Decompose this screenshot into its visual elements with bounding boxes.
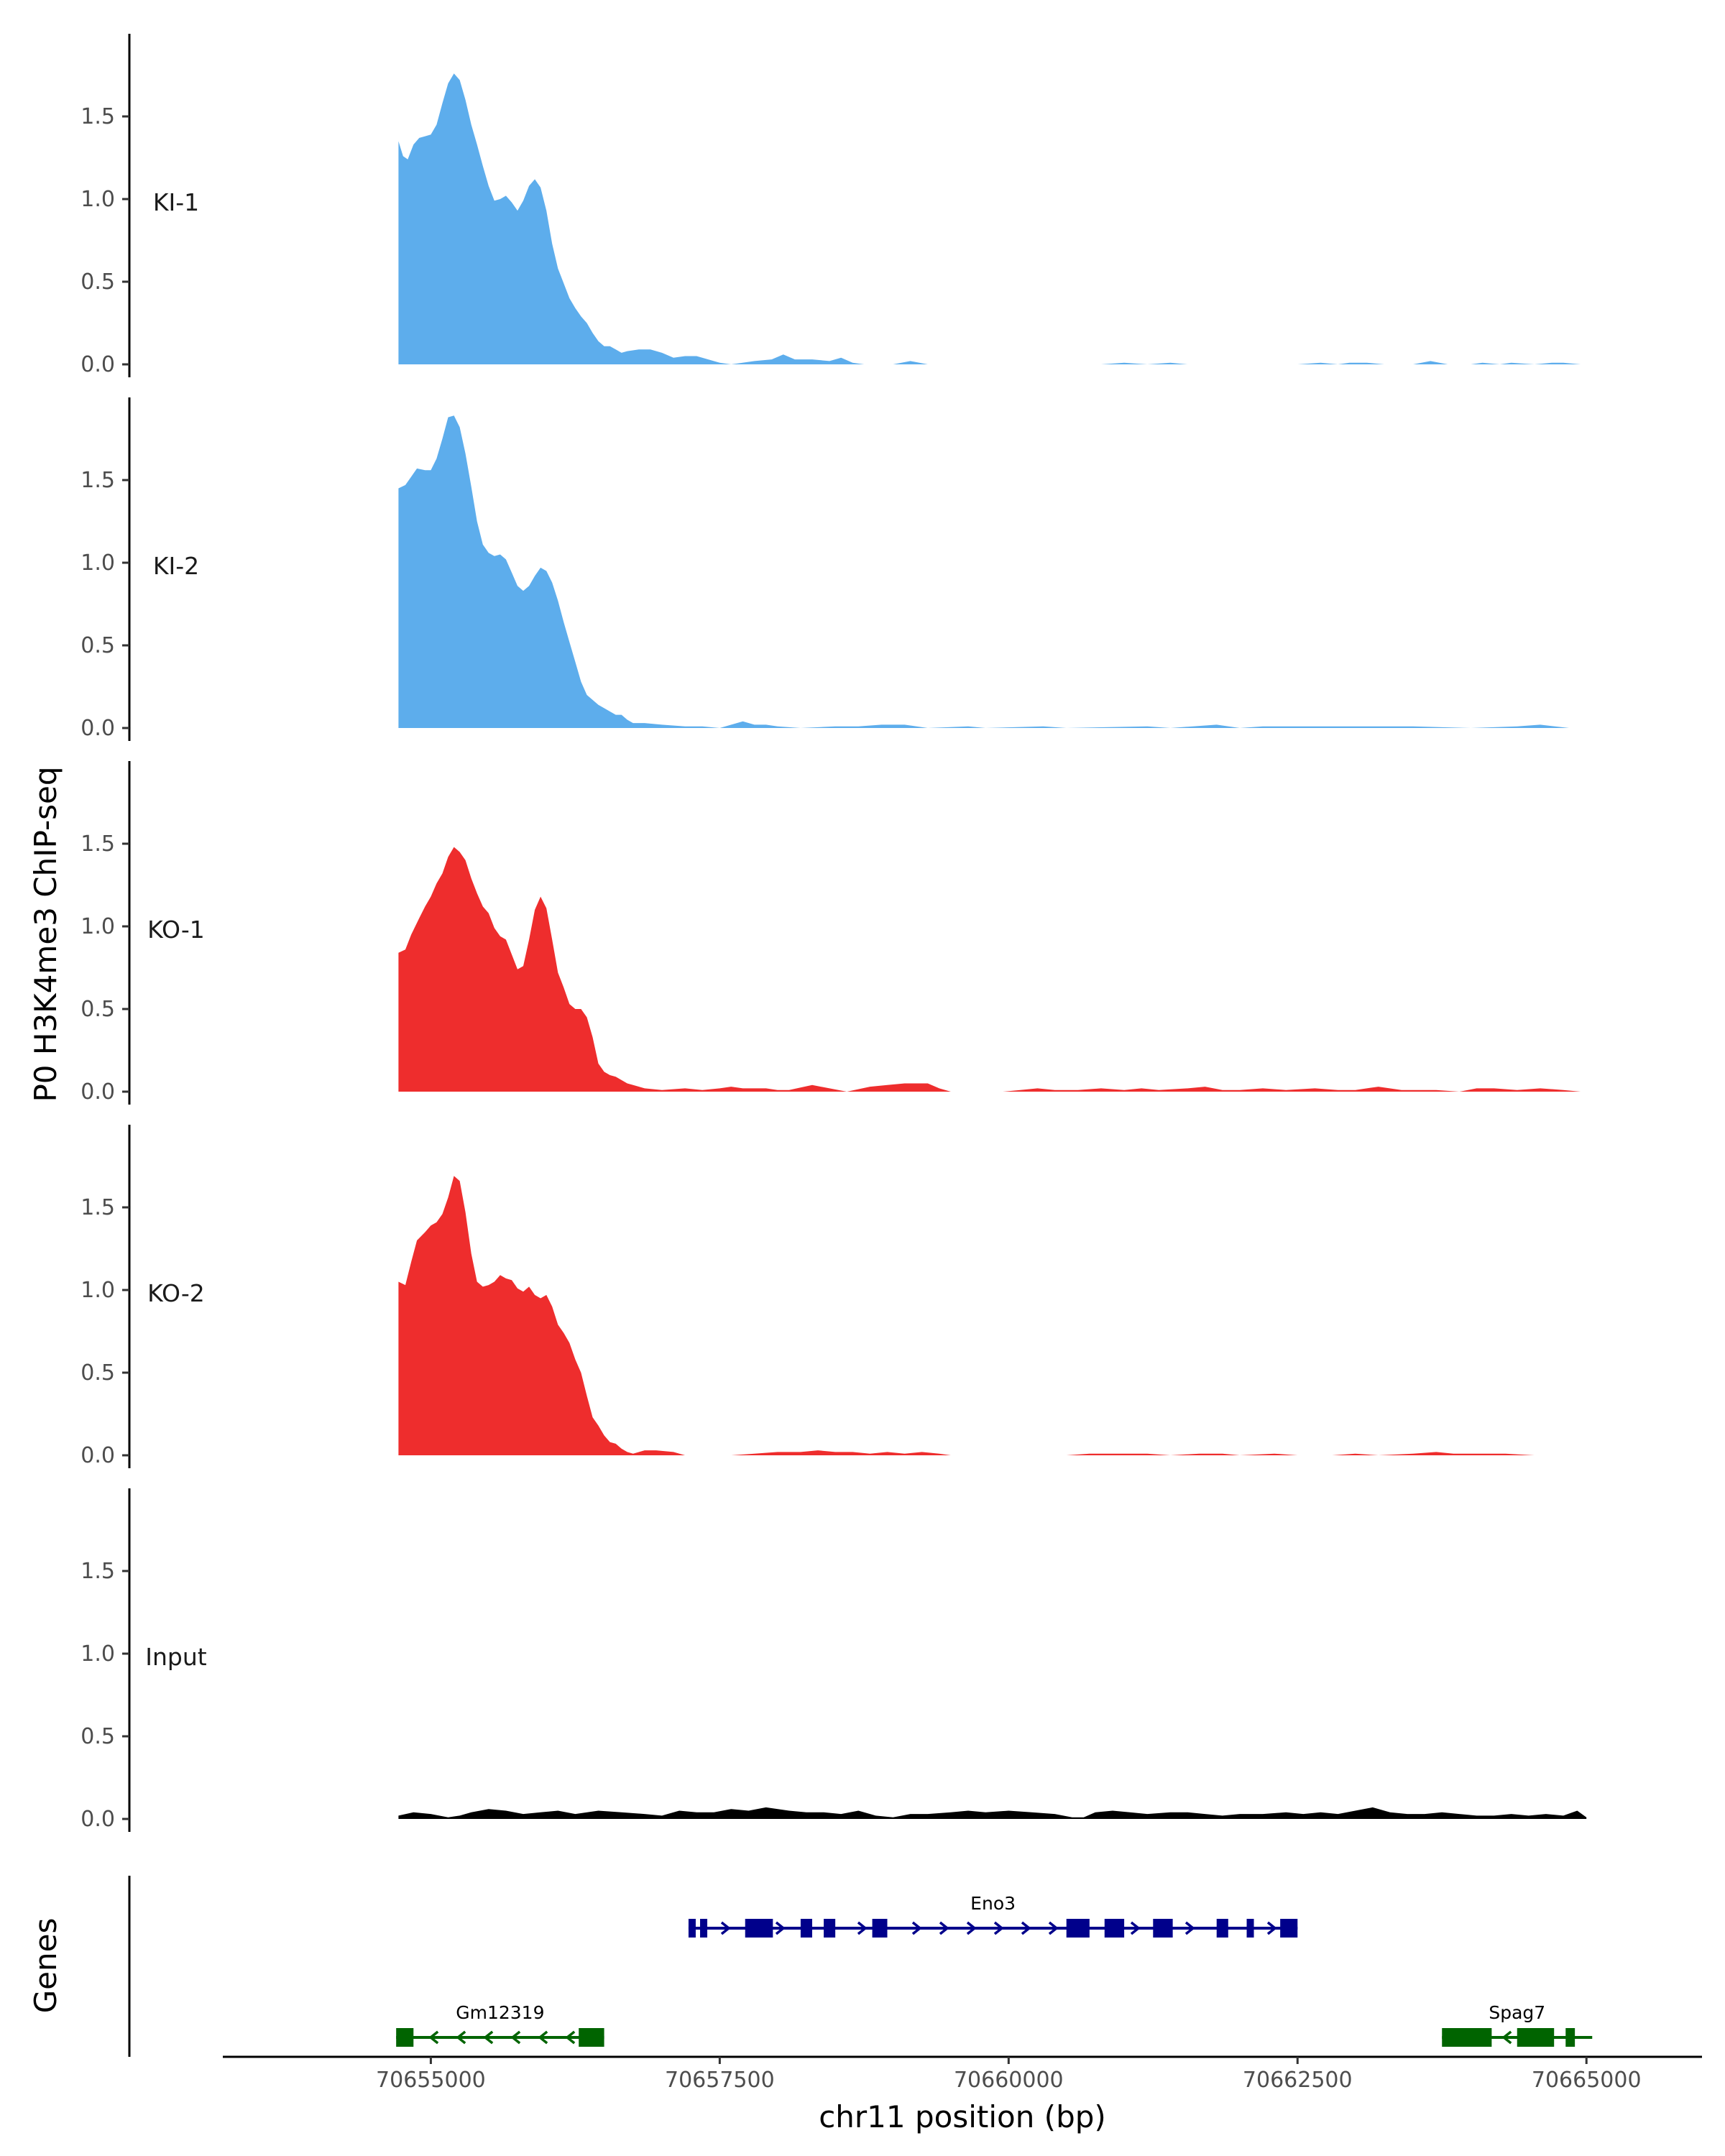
y-tick-label: 0.0 bbox=[80, 1807, 115, 1832]
x-tick-label: 70655000 bbox=[376, 2068, 486, 2093]
gene-exon bbox=[824, 1919, 836, 1938]
gene-exon bbox=[579, 2028, 604, 2047]
gene-name-label: Eno3 bbox=[970, 1893, 1016, 1914]
track-input: 0.0 0.5 1.0 1.5 Input bbox=[80, 1488, 1587, 1832]
strand-arrow bbox=[857, 1921, 868, 1935]
gene-exon bbox=[1246, 1919, 1254, 1938]
strand-arrow bbox=[510, 2030, 521, 2045]
gene-eno3: Eno3 bbox=[688, 1893, 1298, 1938]
track-label: KO-1 bbox=[147, 916, 205, 944]
strand-arrow bbox=[775, 1921, 786, 1935]
y-tick-label: 1.5 bbox=[80, 831, 115, 857]
gene-exon bbox=[1216, 1919, 1228, 1938]
track-ko-1: 0.0 0.5 1.0 1.5 KO-1 bbox=[80, 761, 1581, 1105]
strand-arrow bbox=[565, 2030, 576, 2045]
y-tick-label: 1.0 bbox=[80, 1641, 115, 1667]
y-tick-label: 1.0 bbox=[80, 1278, 115, 1303]
x-tick-label: 70660000 bbox=[954, 2068, 1064, 2093]
coverage-area bbox=[398, 1807, 1587, 1819]
strand-arrow bbox=[456, 2030, 466, 2045]
gene-exon bbox=[1517, 2028, 1555, 2047]
x-tick-label: 70665000 bbox=[1532, 2068, 1642, 2093]
y-tick-label: 0.5 bbox=[80, 1360, 115, 1386]
gene-exon bbox=[872, 1919, 888, 1938]
y-tick-label: 1.0 bbox=[80, 914, 115, 939]
y-tick-label: 1.5 bbox=[80, 1195, 115, 1220]
y-tick-label: 0.0 bbox=[80, 716, 115, 741]
y-tick-label: 1.5 bbox=[80, 104, 115, 129]
coverage-area bbox=[398, 415, 1570, 728]
track-label: KO-2 bbox=[147, 1279, 205, 1307]
x-axis-title: chr11 position (bp) bbox=[819, 2099, 1106, 2134]
coverage-area bbox=[398, 1176, 1535, 1455]
y-tick-label: 0.5 bbox=[80, 633, 115, 658]
strand-arrow bbox=[1266, 1921, 1277, 1935]
strand-arrow bbox=[966, 1921, 977, 1935]
gene-exon bbox=[1066, 1919, 1090, 1938]
strand-arrow bbox=[1021, 1921, 1031, 1935]
genes-panel-label: Genes bbox=[28, 1918, 63, 2014]
strand-arrow bbox=[993, 1921, 1004, 1935]
track-label: KI-2 bbox=[153, 552, 199, 580]
y-axis-title: P0 H3K4me3 ChIP-seq bbox=[28, 766, 63, 1102]
y-tick-label: 0.0 bbox=[80, 352, 115, 377]
strand-arrow bbox=[911, 1921, 922, 1935]
gene-exon bbox=[1565, 2028, 1576, 2047]
gene-exon bbox=[1104, 1919, 1125, 1938]
gene-exon bbox=[396, 2028, 414, 2047]
strand-arrow bbox=[428, 2030, 439, 2045]
gene-exon bbox=[745, 1919, 773, 1938]
gene-exon bbox=[688, 1919, 696, 1938]
gene-exon bbox=[1153, 1919, 1173, 1938]
strand-arrow bbox=[1501, 2030, 1512, 2045]
y-tick-label: 0.5 bbox=[80, 1724, 115, 1749]
gene-exon bbox=[1442, 2028, 1492, 2047]
track-label: Input bbox=[145, 1643, 207, 1671]
gene-exon bbox=[700, 1919, 708, 1938]
y-tick-label: 1.0 bbox=[80, 550, 115, 576]
coverage-area bbox=[398, 847, 1581, 1092]
y-tick-label: 1.5 bbox=[80, 1559, 115, 1584]
gene-spag7: Spag7 bbox=[1442, 2002, 1593, 2047]
gene-exon bbox=[1280, 1919, 1298, 1938]
y-tick-label: 1.0 bbox=[80, 187, 115, 212]
y-tick-label: 0.5 bbox=[80, 270, 115, 295]
track-label: KI-1 bbox=[153, 188, 199, 216]
strand-arrow bbox=[1130, 1921, 1141, 1935]
strand-arrow bbox=[483, 2030, 494, 2045]
coverage-tracks: 0.0 0.5 1.0 1.5 KI-1 0.0 0.5 1.0 1.5 KI-2 0.0 0.5 1.… bbox=[80, 34, 1587, 1832]
gene-name-label: Gm12319 bbox=[456, 2002, 544, 2023]
y-tick-label: 0.0 bbox=[80, 1079, 115, 1105]
strand-arrow bbox=[939, 1921, 949, 1935]
track-ki-1: 0.0 0.5 1.0 1.5 KI-1 bbox=[80, 34, 1581, 377]
track-ki-2: 0.0 0.5 1.0 1.5 KI-2 bbox=[80, 397, 1570, 741]
y-tick-label: 0.0 bbox=[80, 1443, 115, 1468]
x-tick-label: 70657500 bbox=[665, 2068, 775, 2093]
strand-arrow bbox=[720, 1921, 731, 1935]
strand-arrow bbox=[538, 2030, 548, 2045]
gene-exon bbox=[800, 1919, 812, 1938]
x-axis: chr11 position (bp) 70655000 70657500 7066… bbox=[223, 2055, 1702, 2134]
track-ko-2: 0.0 0.5 1.0 1.5 KO-2 bbox=[80, 1125, 1535, 1468]
x-tick-label: 70662500 bbox=[1243, 2068, 1353, 2093]
gene-gm12319: Gm12319 bbox=[396, 2002, 604, 2047]
coverage-area bbox=[398, 73, 1581, 364]
strand-arrow bbox=[1184, 1921, 1195, 1935]
gene-name-label: Spag7 bbox=[1489, 2002, 1545, 2023]
y-tick-label: 1.5 bbox=[80, 468, 115, 493]
genes-panel: Genes Eno3 Gm12319 Spag7 bbox=[28, 1876, 1593, 2057]
strand-arrow bbox=[1048, 1921, 1059, 1935]
y-tick-label: 0.5 bbox=[80, 997, 115, 1022]
